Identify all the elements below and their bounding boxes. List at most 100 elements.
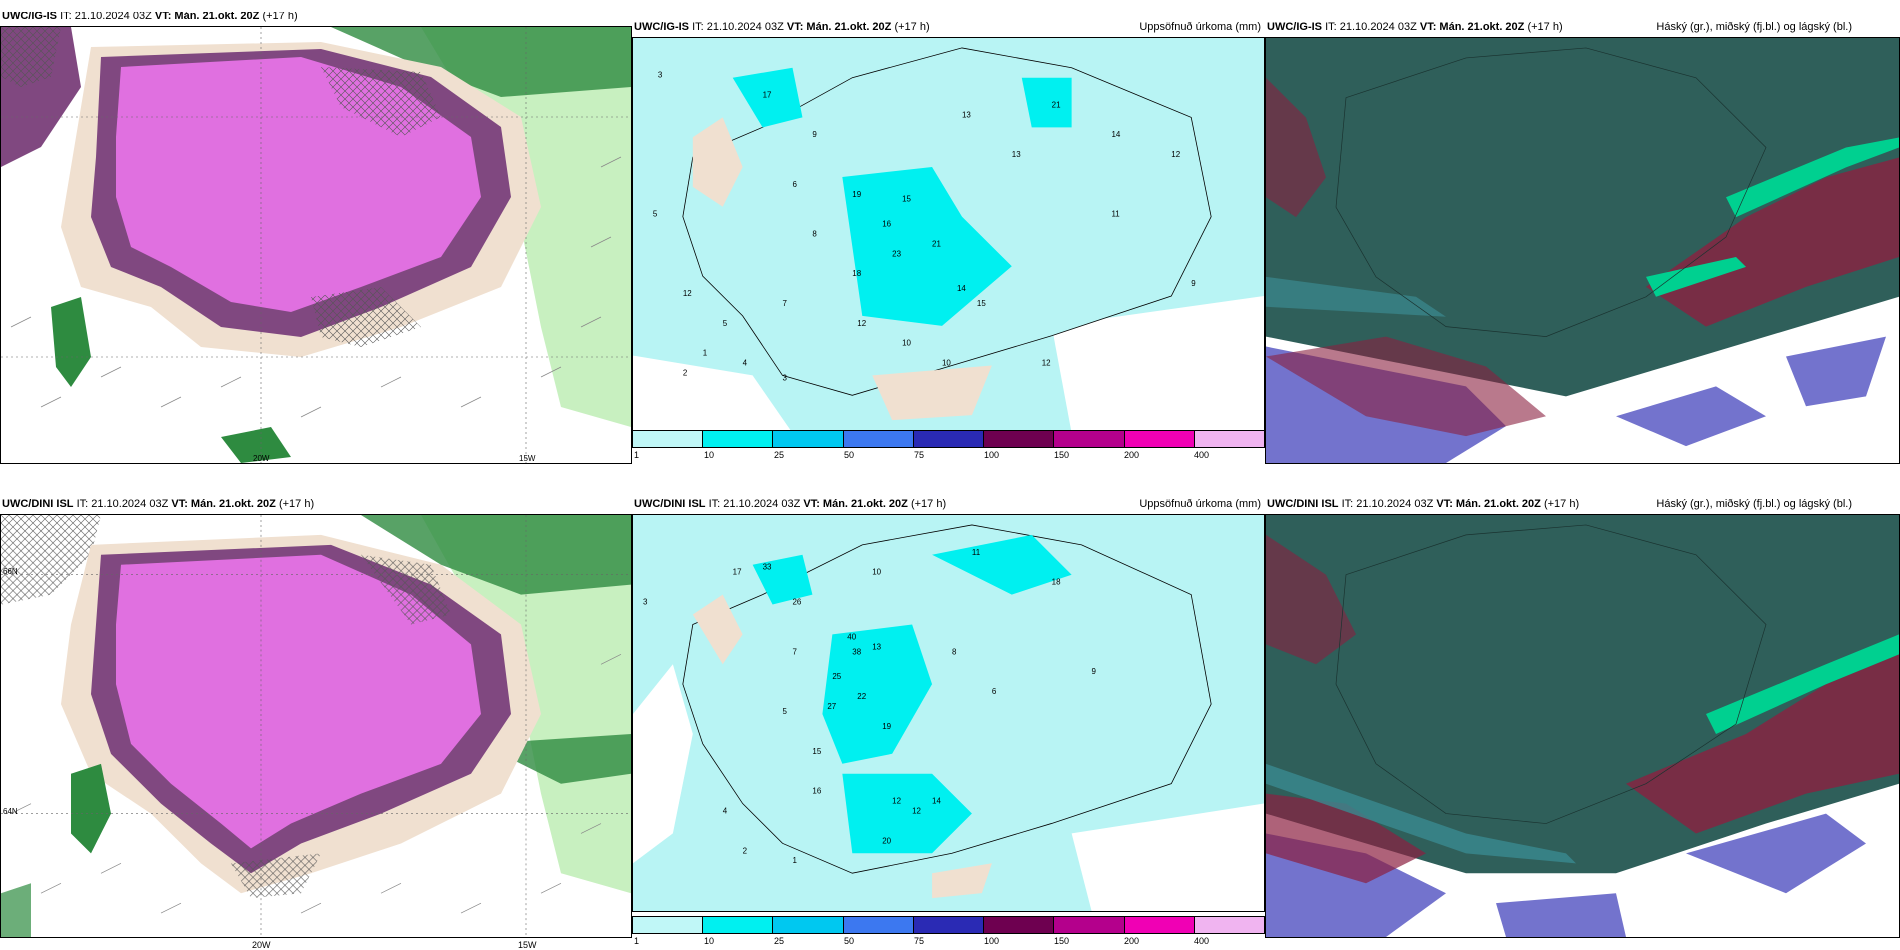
precip-value: 12 [857,319,866,328]
colorbar-segment [1054,917,1125,933]
colorbar-tick: 400 [1194,450,1210,460]
precip-value: 3 [643,598,648,607]
colorbar-tick: 10 [704,450,715,460]
colorbar-segment [633,917,704,933]
precip-value: 15 [812,747,821,756]
init-time: IT: 21.10.2024 03Z [1341,498,1434,510]
valid-time: VT: Mán. 21.okt. 20Z [1419,21,1525,33]
precip-value: 15 [977,299,986,308]
precip-value: 12 [683,289,692,298]
colorbar-ticks: 1 10 25 50 75 100 150 200 400 [632,450,1265,462]
panel-bottom-right: UWC/DINI ISL IT: 21.10.2024 03Z VT: Mán.… [1265,494,1900,950]
panel-bottom-left: UWC/DINI ISL IT: 21.10.2024 03Z VT: Mán.… [0,494,632,950]
valid-time: VT: Mán. 21.okt. 20Z [171,498,276,510]
lon-label-15w: 15W [518,940,537,950]
valid-time: VT: Mán. 21.okt. 20Z [803,498,908,510]
precip-value: 10 [902,339,911,348]
colorbar-ticks: 1 10 25 50 75 100 150 200 400 [632,936,1265,948]
precip-value: 20 [882,836,891,845]
lead-time: (+17 h) [1543,498,1580,510]
precip-value: 21 [1052,100,1061,109]
lon-label-20w: 20W [252,940,271,950]
precip-value: 4 [723,806,728,815]
precip-value: 4 [743,359,748,368]
precip-value: 10 [942,359,951,368]
colorbar-tick: 150 [1054,450,1070,460]
precip-value: 13 [1012,150,1021,159]
lead-time: (+17 h) [910,498,947,510]
colorbar-segment [1194,431,1264,447]
colorbar-segment [1054,431,1125,447]
colorbar-tick: 25 [774,936,785,946]
colorbar-segment [843,431,914,447]
lon-label-20w: 20W [253,454,270,463]
cloud-map[interactable] [1265,37,1900,464]
panel-top-middle: UWC/IG-IS IT: 21.10.2024 03Z VT: Mán. 21… [632,12,1265,464]
precip-value: 8 [812,230,817,239]
precip-value: 14 [1111,130,1120,139]
valid-time: VT: Mán. 21.okt. 20Z [154,12,260,22]
precip-colorbar [632,430,1265,448]
precip-value: 17 [733,568,742,577]
lon-label-15w: 15W [519,454,536,463]
lead-time: (+17 h) [1527,21,1563,33]
model-name: UWC/IG-IS [1267,21,1322,33]
colorbar-tick: 100 [984,936,1000,946]
precip-value: 17 [763,91,772,100]
model-name: UWC/IG-IS [634,21,689,33]
precip-value: 1 [703,349,708,358]
colorbar-tick: 100 [984,450,1000,460]
panel-header: UWC/IG-IS IT: 21.10.2024 03Z VT: Mán. 21… [632,17,1265,37]
lat-label-64n: 64N [3,807,18,816]
lead-time: (+17 h) [262,12,298,22]
precip-map[interactable]: 3 12 17 40 38 25 22 27 19 13 14 15 12 11… [632,514,1265,912]
init-time: IT: 21.10.2024 03Z [692,21,784,33]
precip-value: 25 [832,672,841,681]
precip-value: 10 [872,568,881,577]
precip-value: 13 [872,642,881,651]
colorbar-tick: 1 [634,936,640,946]
precip-value: 26 [792,598,801,607]
precip-value: 1 [792,856,797,865]
precip-value: 15 [902,195,911,204]
precip-value: 19 [852,190,861,199]
colorbar-tick: 25 [774,450,785,460]
precip-value: 23 [892,249,901,258]
precip-value: 40 [847,632,856,641]
precip-value: 9 [812,130,817,139]
precip-value: 33 [763,563,772,572]
colorbar-tick: 75 [914,936,925,946]
colorbar-segment [773,917,844,933]
panel-top-left: UWC/IG-IS IT: 21.10.2024 03Z VT: Mán. 21… [0,12,632,464]
precip-value: 9 [1092,667,1097,676]
init-time: IT: 21.10.2024 03Z [1325,21,1417,33]
panel-title: Háský (gr.), miðský (fj.bl.) og lágský (… [1656,21,1852,33]
panel-bottom-middle: UWC/DINI ISL IT: 21.10.2024 03Z VT: Mán.… [632,494,1265,950]
precip-map[interactable]: 3 12 17 19 16 15 21 23 18 13 14 15 12 10… [632,37,1265,434]
colorbar-tick: 200 [1124,936,1140,946]
panel-header: UWC/DINI ISL IT: 21.10.2024 03Z VT: Mán.… [0,494,632,514]
colorbar-tick: 400 [1194,936,1210,946]
precip-value: 18 [852,269,861,278]
precip-value: 11 [1111,210,1120,219]
cloud-map[interactable] [1265,514,1900,938]
precip-value: 2 [743,846,748,855]
colorbar-segment [703,917,774,933]
colorbar-segment [984,431,1055,447]
colorbar-segment [1124,917,1195,933]
colorbar-tick: 10 [704,936,715,946]
colorbar-tick: 200 [1124,450,1140,460]
precip-value: 2 [683,368,688,377]
wind-precip-map[interactable]: 20W 15W [0,26,632,464]
precip-value: 19 [882,722,891,731]
precip-value: 16 [812,787,821,796]
colorbar-tick: 150 [1054,936,1070,946]
colorbar-segment [633,431,704,447]
precip-value: 18 [1052,578,1061,587]
precip-value: 14 [932,797,941,806]
init-time: IT: 21.10.2024 03Z [60,12,152,22]
precip-value: 12 [912,806,921,815]
colorbar-segment [984,917,1055,933]
wind-precip-map[interactable]: 66N 64N [0,514,632,938]
precip-value: 5 [723,319,728,328]
